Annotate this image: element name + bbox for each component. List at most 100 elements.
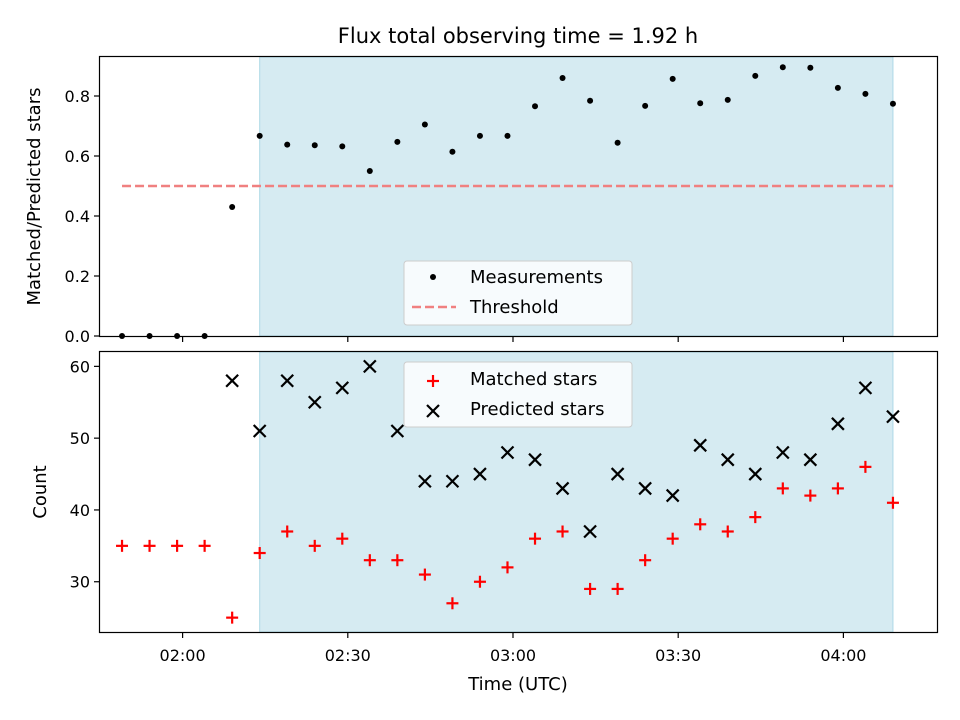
- predicted-star-point: [610, 467, 625, 481]
- measurement-point: [256, 132, 263, 139]
- predicted-star-point: [225, 373, 239, 388]
- bottom-y-axis-label: Count: [30, 465, 51, 518]
- top-legend: Measurements Threshold: [403, 260, 633, 326]
- bottom-legend: Matched stars Predicted stars: [403, 361, 633, 428]
- matched-star-point: [116, 539, 129, 552]
- bottom-x-axis: 02:00 02:30 03:00 03:30 04:00: [160, 632, 866, 665]
- y-tick-label: 0.8: [65, 87, 90, 106]
- y-tick-label: 0.4: [65, 207, 90, 226]
- predicted-star-point: [693, 438, 707, 453]
- predicted-star-point: [831, 417, 845, 431]
- measurement-point: [669, 75, 676, 82]
- matched-star-point: [143, 539, 156, 552]
- matched-star-point: [804, 489, 817, 502]
- matched-star-point: [694, 518, 707, 531]
- measurement-point: [394, 138, 401, 145]
- x-tick-label: 04:00: [820, 646, 866, 665]
- predicted-star-point: [858, 381, 873, 395]
- measurement-point: [421, 121, 428, 128]
- matched-star-point: [556, 525, 569, 538]
- matched-star-point: [666, 532, 679, 545]
- measurement-point: [642, 102, 649, 109]
- predicted-star-point: [748, 467, 763, 481]
- predicted-star-point: [473, 467, 487, 481]
- legend-threshold-label: Threshold: [469, 297, 559, 318]
- y-tick-label: 30: [70, 573, 90, 592]
- matched-star-point: [859, 460, 872, 473]
- legend-measurements-label: Measurements: [470, 267, 603, 288]
- x-tick-label: 02:00: [160, 646, 206, 665]
- matched-star-point: [418, 568, 431, 581]
- predicted-star-point: [720, 452, 735, 467]
- x-tick-label: 03:30: [655, 646, 701, 665]
- matched-star-point: [639, 554, 652, 567]
- predicted-star-point: [252, 424, 267, 438]
- matched-stars-series: [116, 460, 899, 624]
- predicted-star-point: [638, 481, 652, 496]
- y-tick-label: 40: [70, 501, 90, 520]
- matched-star-point: [171, 539, 184, 552]
- legend-predicted-marker: [426, 404, 440, 418]
- predicted-star-point: [528, 452, 542, 467]
- bottom-panel: 30 40 50 60 02:00 02:30 03:00 03:30 04:00 Count…: [30, 350, 939, 695]
- measurement-point: [697, 100, 704, 107]
- y-tick-label: 60: [70, 357, 90, 376]
- measurement-point: [614, 139, 621, 146]
- matched-star-point: [226, 611, 239, 624]
- predicted-star-point: [803, 452, 818, 467]
- top-x-axis-ticks: [181, 336, 844, 342]
- top-axes-frame: [98, 55, 939, 338]
- top-legend-box: [403, 260, 633, 326]
- y-tick-label: 0.6: [65, 147, 90, 166]
- measurement-point: [476, 132, 483, 139]
- matched-star-point: [584, 582, 597, 595]
- matched-star-point: [611, 582, 624, 595]
- legend-predicted-label: Predicted stars: [470, 399, 604, 420]
- measurement-point: [834, 84, 841, 91]
- top-y-axis: 0.0 0.2 0.4 0.6 0.8: [65, 87, 100, 346]
- measurement-point: [449, 148, 456, 155]
- bottom-axes-frame: [98, 350, 939, 634]
- predicted-star-point: [445, 474, 460, 489]
- measurement-point: [284, 141, 291, 148]
- matched-star-point: [749, 511, 762, 524]
- legend-matched-label: Matched stars: [470, 369, 597, 390]
- matched-star-point: [363, 554, 376, 567]
- matched-star-point: [198, 539, 211, 552]
- measurement-point: [532, 103, 539, 110]
- y-tick-label: 0.0: [65, 327, 90, 346]
- predicted-star-point: [335, 381, 350, 395]
- predicted-star-point: [665, 488, 680, 503]
- top-y-axis-label: Matched/Predicted stars: [24, 88, 45, 306]
- predicted-star-point: [886, 409, 900, 424]
- measurement-point: [752, 72, 759, 79]
- predicted-star-point: [776, 445, 790, 460]
- measurement-point: [807, 64, 814, 71]
- measurement-point: [862, 90, 869, 97]
- y-tick-label: 0.2: [65, 267, 90, 286]
- measurement-point: [559, 75, 566, 81]
- measurement-point: [311, 142, 318, 149]
- legend-matched-marker: [427, 375, 439, 387]
- predicted-star-point: [280, 373, 295, 388]
- matched-star-point: [253, 547, 266, 560]
- measurement-point: [229, 204, 236, 210]
- matched-star-point: [308, 539, 321, 552]
- measurement-point: [779, 64, 786, 71]
- predicted-star-point: [390, 424, 405, 438]
- measurement-point: [339, 143, 346, 150]
- x-tick-label: 03:00: [490, 646, 536, 665]
- predicted-star-point: [583, 524, 597, 539]
- matched-star-point: [446, 597, 459, 610]
- predicted-stars-series: [225, 359, 900, 539]
- measurement-point: [366, 168, 373, 174]
- bottom-legend-box: [403, 361, 633, 428]
- measurement-point: [504, 132, 511, 139]
- matched-star-point: [473, 575, 486, 588]
- predicted-star-point: [555, 481, 570, 496]
- y-tick-label: 50: [70, 429, 90, 448]
- matched-star-point: [721, 525, 734, 538]
- x-tick-label: 02:30: [325, 646, 371, 665]
- measurement-point: [889, 100, 896, 107]
- matched-star-point: [886, 496, 899, 509]
